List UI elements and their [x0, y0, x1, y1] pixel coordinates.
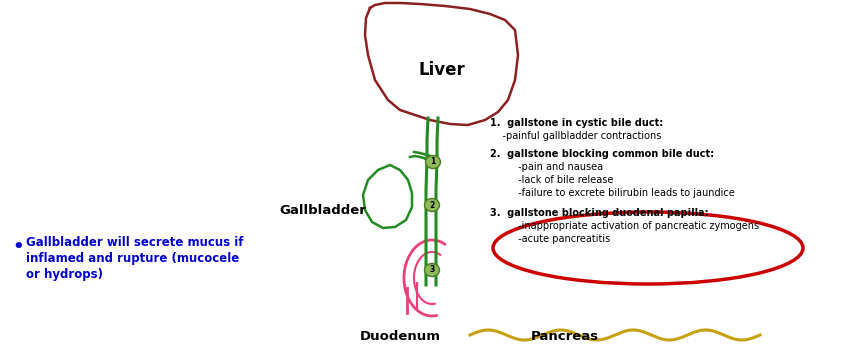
Text: -painful gallbladder contractions: -painful gallbladder contractions: [490, 131, 662, 141]
Ellipse shape: [426, 156, 440, 169]
Text: -lack of bile release: -lack of bile release: [490, 175, 613, 185]
Text: Pancreas: Pancreas: [531, 330, 599, 342]
Text: 2: 2: [429, 201, 434, 210]
Text: Liver: Liver: [419, 61, 465, 79]
Text: -pain and nausea: -pain and nausea: [490, 162, 603, 172]
Text: 3.  gallstone blocking duodenal papilla:: 3. gallstone blocking duodenal papilla:: [490, 208, 709, 218]
Text: Gallbladder will secrete mucus if: Gallbladder will secrete mucus if: [26, 236, 244, 249]
Text: Gallbladder: Gallbladder: [279, 203, 366, 216]
Text: -inappropriate activation of pancreatic zymogens: -inappropriate activation of pancreatic …: [490, 221, 759, 231]
Ellipse shape: [424, 198, 439, 211]
Text: -acute pancreatitis: -acute pancreatitis: [490, 234, 610, 244]
Text: •: •: [12, 238, 24, 256]
Text: 2.  gallstone blocking common bile duct:: 2. gallstone blocking common bile duct:: [490, 149, 714, 159]
Text: inflamed and rupture (mucocele: inflamed and rupture (mucocele: [26, 252, 239, 265]
Text: 1.  gallstone in cystic bile duct:: 1. gallstone in cystic bile duct:: [490, 118, 663, 128]
Text: -failure to excrete bilirubin leads to jaundice: -failure to excrete bilirubin leads to j…: [490, 188, 734, 198]
Ellipse shape: [424, 263, 439, 277]
Text: 1: 1: [430, 157, 436, 166]
Text: or hydrops): or hydrops): [26, 268, 103, 281]
Text: Duodenum: Duodenum: [359, 330, 440, 342]
Text: 3: 3: [429, 266, 434, 275]
